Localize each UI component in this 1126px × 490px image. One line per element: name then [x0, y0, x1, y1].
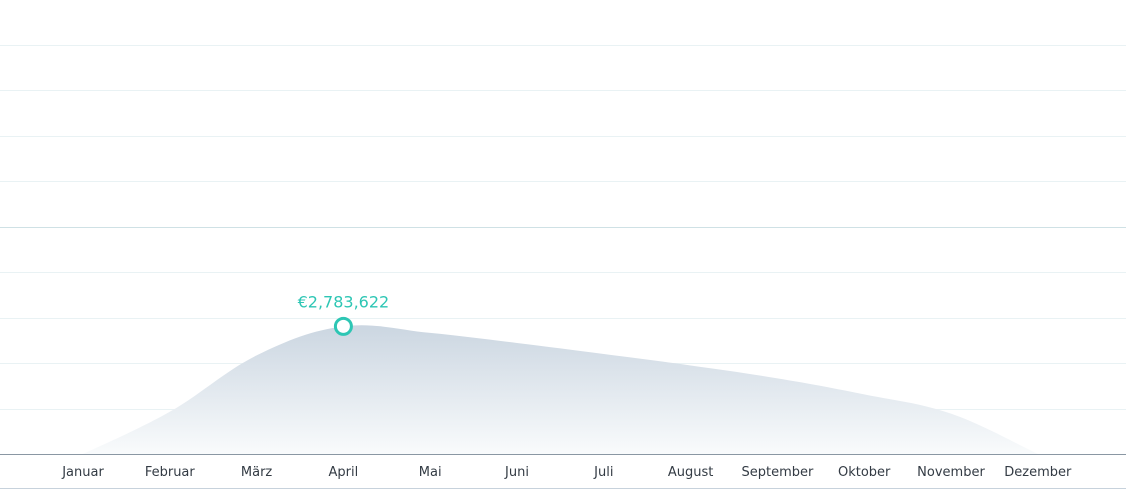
x-axis-ticks: Januar Februar März April Mai Juni Juli August S… [61, 465, 1072, 480]
series-area [83, 325, 1038, 454]
x-tick-label: Mai [419, 465, 442, 480]
x-tick-label: Februar [145, 465, 196, 480]
highlight-point[interactable] [333, 316, 353, 336]
x-tick-label: September [741, 465, 814, 480]
x-tick-label: August [668, 465, 714, 480]
x-tick-label: März [241, 465, 273, 480]
highlight-data-label: €2,783,622 [298, 292, 390, 311]
x-tick-label: Januar [61, 465, 104, 480]
x-tick-label: Oktober [838, 465, 891, 480]
x-tick-label: Dezember [1004, 465, 1072, 480]
x-tick-label: April [329, 465, 359, 480]
x-tick-label: Juni [504, 465, 529, 480]
highlight-group: €2,783,622 [298, 292, 390, 336]
x-axis [0, 454, 1126, 489]
x-tick-label: Juli [593, 465, 613, 480]
x-tick-label: November [917, 465, 985, 480]
